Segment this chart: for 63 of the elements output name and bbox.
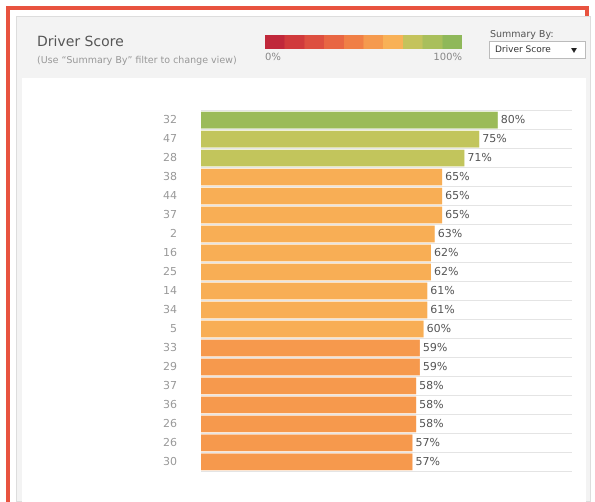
text: Summary By: [490, 29, 554, 40]
y-tick-label: 16 [163, 246, 177, 259]
data-label: 75% [482, 132, 507, 145]
bar [201, 358, 420, 376]
data-label: 62% [434, 264, 458, 278]
y-tick-label: 44 [163, 188, 177, 202]
bar [201, 416, 416, 432]
bar [201, 188, 442, 204]
data-label: 59% [422, 340, 448, 354]
y-tick-label: 2 [170, 226, 177, 240]
data-label: 61% [430, 302, 455, 316]
text: Driver Score [37, 34, 124, 50]
bar [201, 150, 464, 166]
bar [201, 130, 480, 148]
y-tick-label: 25 [163, 264, 177, 278]
y-tick-label: 47 [163, 132, 177, 145]
color-bar-label: 0% [265, 52, 281, 63]
bar [201, 112, 498, 128]
bar [201, 454, 412, 470]
y-tick-label: 26 [163, 436, 177, 449]
y-tick-label: 36 [163, 398, 177, 411]
text: Driver Score [495, 45, 551, 55]
data-label: 80% [500, 112, 526, 126]
bar [201, 244, 432, 262]
data-label: 65% [445, 188, 470, 202]
bar [201, 226, 435, 242]
data-label: 57% [415, 454, 440, 468]
data-label: 59% [422, 360, 448, 373]
y-tick-label: 32 [163, 112, 177, 126]
bar [201, 378, 416, 394]
bar [201, 320, 424, 338]
y-tick-label: 38 [163, 170, 177, 183]
data-label: 71% [467, 150, 492, 164]
bar [201, 396, 416, 414]
y-tick-label: 34 [163, 302, 177, 316]
data-label: 61% [430, 284, 455, 297]
y-tick-label: 14 [163, 284, 177, 297]
bar [201, 302, 428, 318]
y-tick-label: 28 [163, 150, 177, 164]
data-label: 57% [415, 436, 440, 449]
y-tick-label: 26 [163, 416, 177, 430]
bar [201, 168, 442, 186]
y-tick-label: 33 [163, 340, 177, 354]
chart-subtitle: (Use “Summary By” filter to change view) [37, 55, 237, 66]
data-label: 60% [426, 322, 452, 335]
y-tick-label: 5 [170, 322, 177, 335]
data-label: 58% [419, 398, 444, 411]
bar [201, 206, 442, 224]
bar [201, 282, 428, 300]
y-tick-label: 30 [163, 454, 177, 468]
y-tick-label: 37 [163, 378, 177, 392]
data-label: 58% [419, 416, 444, 430]
data-label: 65% [445, 208, 470, 221]
y-tick-label: 29 [163, 360, 177, 373]
bar [201, 264, 432, 280]
bar [201, 434, 412, 452]
data-label: 63% [438, 226, 462, 240]
y-tick-label: 37 [163, 208, 177, 221]
bar [201, 340, 420, 356]
data-label: 62% [434, 246, 458, 259]
data-label: 58% [419, 378, 444, 392]
color-bar-label: 100% [433, 52, 462, 63]
data-label: 65% [445, 170, 470, 183]
